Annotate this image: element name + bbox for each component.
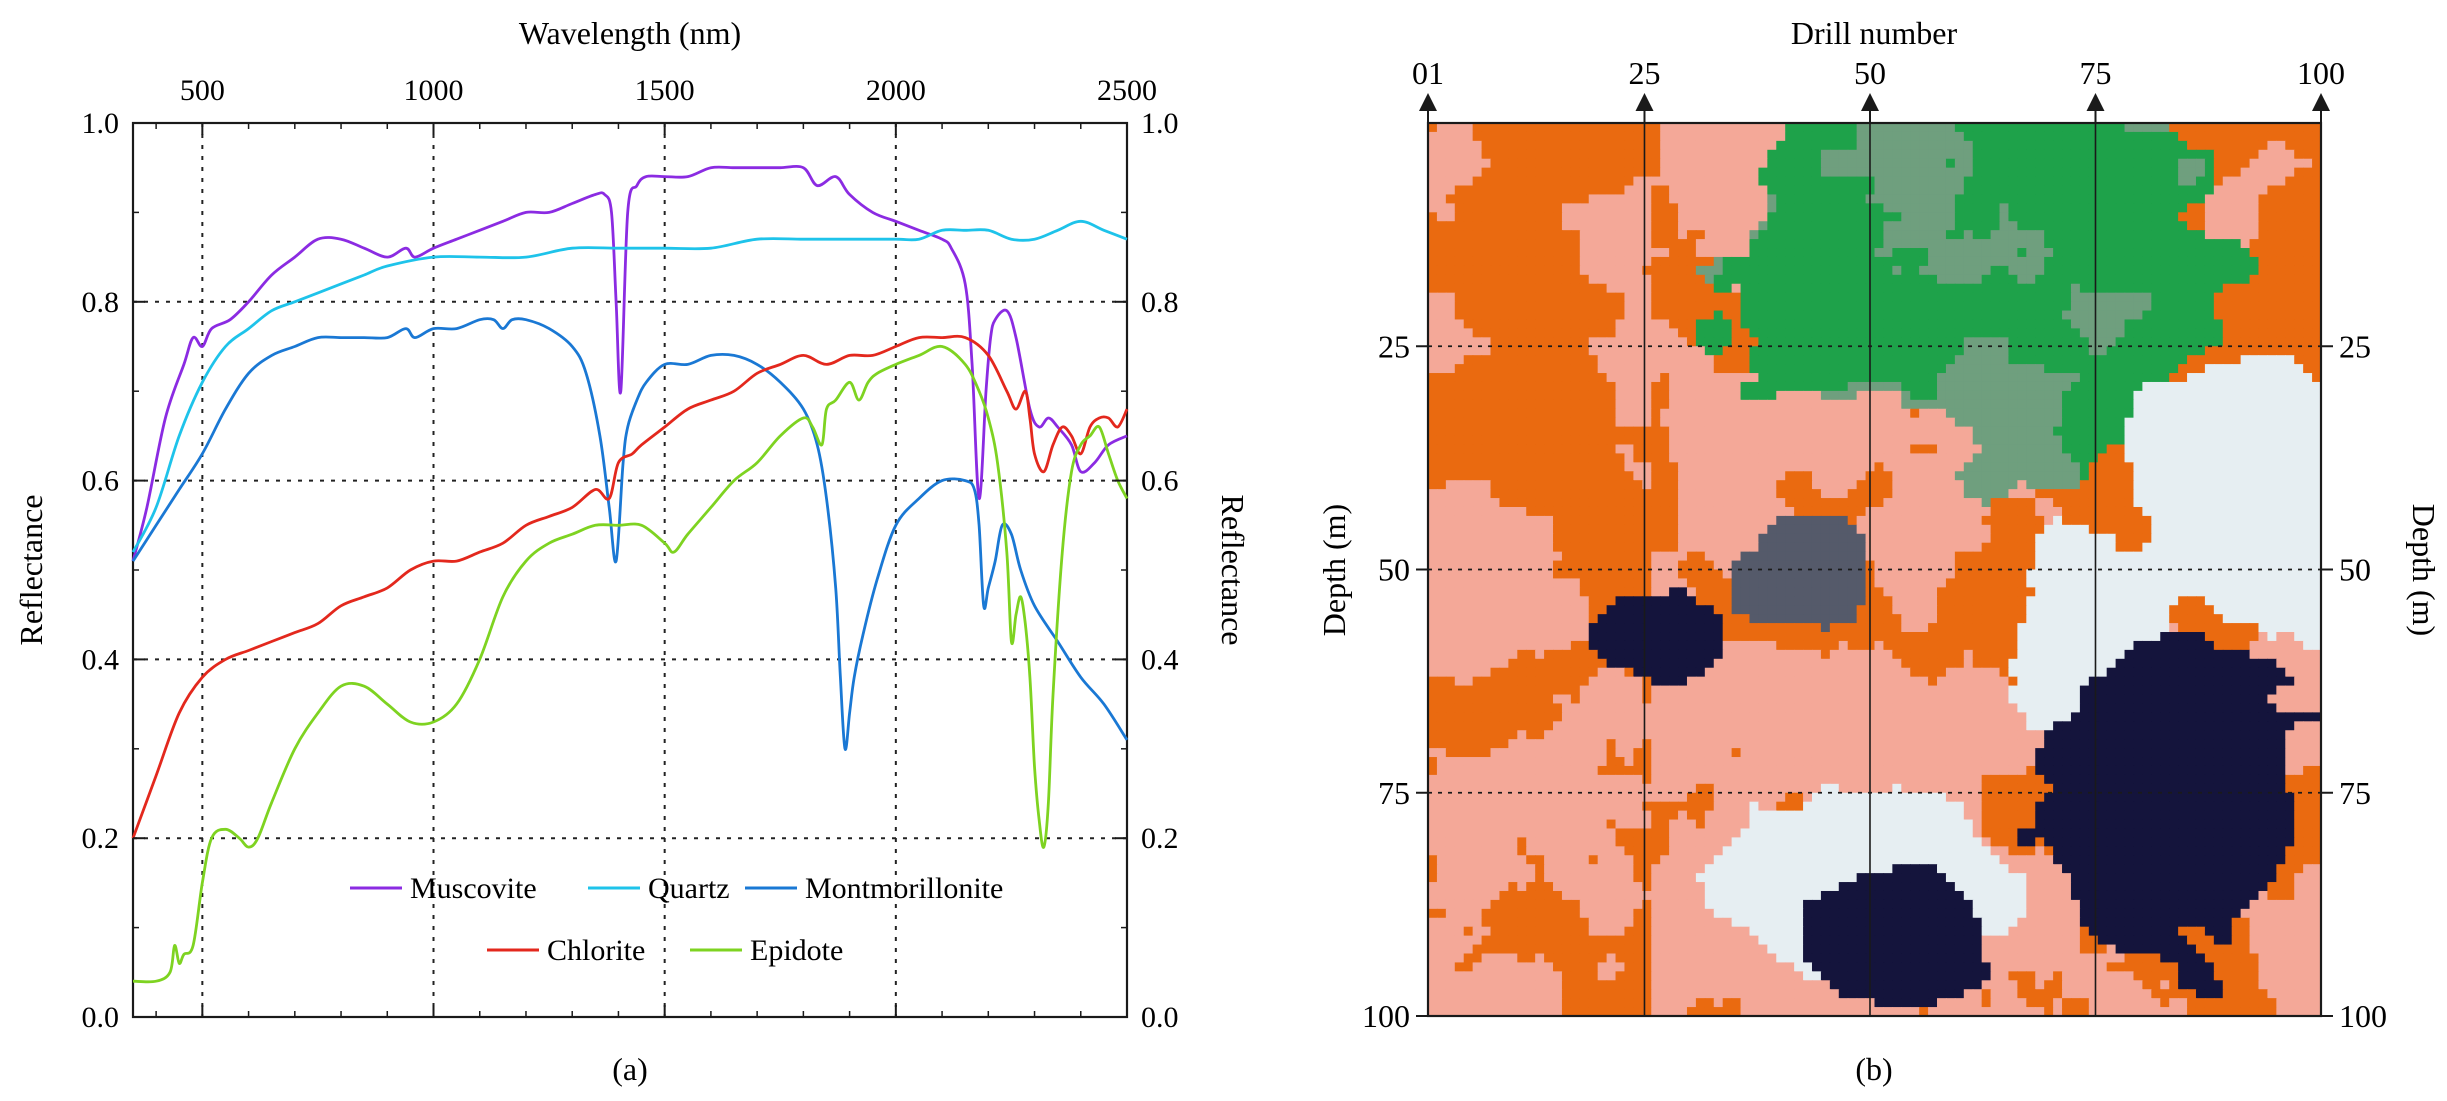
panel-b-right-y-axis-label: Depth (m) [2406,504,2442,636]
panel-a-x-tick-label: 1000 [404,74,464,107]
panel-a-y-tick-label-right: 0.8 [1141,286,1179,319]
panel-b-grid [1428,123,2321,1016]
panel-a-x-axis-label: Wavelength (nm) [519,15,741,51]
panel-b-y-tick-label-right: 100 [2339,998,2387,1034]
series-line-quartz [131,219,1128,553]
panel-a-y-tick-label-right: 1.0 [1141,107,1179,140]
panel-b-drill-map: 01 25 50 75 100 25 25 50 50 75 75 100 100 Drill numb… [1316,15,2442,1087]
panel-a-y-tick-label-left: 1.0 [82,107,120,140]
panel-a-right-y-axis-label: Reflectance [1215,495,1251,646]
panel-a-x-tick-label: 500 [180,74,225,107]
panel-b-x-tick-label: 100 [2297,55,2345,91]
series-line-chlorite [131,334,1129,839]
panel-b-y-tick-label-right: 50 [2339,552,2371,588]
panel-b-x-tick-label: 50 [1854,55,1886,91]
panel-a-x-tick-label: 2500 [1097,74,1157,107]
panel-a-y-tick-label-right: 0.2 [1141,822,1179,855]
panel-b-caption: (b) [1855,1051,1892,1087]
panel-a-ticks: 500 1000 1500 2000 2500 0.0 0.0 0.2 0.2 0.4 0.4 0.6… [82,74,1179,1034]
legend-label-montmorillonite: Montmorillonite [805,872,1003,905]
legend-label-epidote: Epidote [750,934,843,967]
panel-a-y-tick-label-left: 0.8 [82,286,120,319]
panel-b-mineral-map-image [1428,123,2322,1017]
panel-b-y-tick-label-left: 25 [1378,328,1410,364]
panel-b-y-tick-label-right: 75 [2339,775,2371,811]
panel-a-caption: (a) [612,1051,648,1087]
panel-b-y-tick-label-right: 25 [2339,328,2371,364]
panel-b-x-tick-label: 25 [1628,55,1660,91]
panel-a-y-tick-label-left: 0.0 [82,1001,120,1034]
series-line-muscovite [131,164,1128,562]
panel-a-y-tick-label-left: 0.2 [82,822,120,855]
panel-a-y-tick-label-left: 0.4 [82,643,120,676]
panel-a-y-tick-label-right: 0.4 [1141,643,1179,676]
panel-b-y-tick-label-left: 100 [1362,998,1410,1034]
series-line-epidote [132,344,1129,984]
panel-a-x-tick-label: 1500 [635,74,695,107]
panel-b-x-tick-label: 75 [2079,55,2111,91]
panel-a-y-tick-label-left: 0.6 [82,465,120,498]
drill-arrow-icon [1860,93,1879,111]
drill-arrow-icon [2086,93,2105,111]
drill-arrow-icon [2312,93,2330,111]
panel-b-y-tick-label-left: 50 [1378,552,1410,588]
panel-b-x-tick-label: 01 [1412,55,1444,91]
panel-b-ticks: 01 25 50 75 100 25 25 50 50 75 75 100 100 [1362,55,2387,1034]
panel-a-y-tick-label-right: 0.0 [1141,1001,1179,1034]
panel-b-y-axis-label: Depth (m) [1316,504,1352,636]
legend-label-quartz: Quartz [648,872,730,905]
panel-b-y-tick-label-left: 75 [1378,775,1410,811]
panel-a-legend: Muscovite Quartz Montmorillonite Chlorite Ep… [350,872,1003,967]
drill-arrow-icon [1419,93,1437,111]
panel-a-y-axis-label: Reflectance [13,495,49,646]
panel-b-x-axis-label: Drill number [1791,15,1958,51]
legend-label-muscovite: Muscovite [410,872,537,905]
series-line-montmorillonite [131,317,1129,751]
panel-a-series [131,164,1129,984]
panel-a-line-chart: 500 1000 1500 2000 2500 0.0 0.0 0.2 0.2 0.4 0.4 0.6… [13,15,1251,1087]
panel-a-grid [133,123,1127,1017]
panel-a-y-tick-label-right: 0.6 [1141,465,1179,498]
panel-a-x-tick-label: 2000 [866,74,926,107]
legend-label-chlorite: Chlorite [547,934,645,967]
drill-arrow-icon [1635,93,1654,111]
